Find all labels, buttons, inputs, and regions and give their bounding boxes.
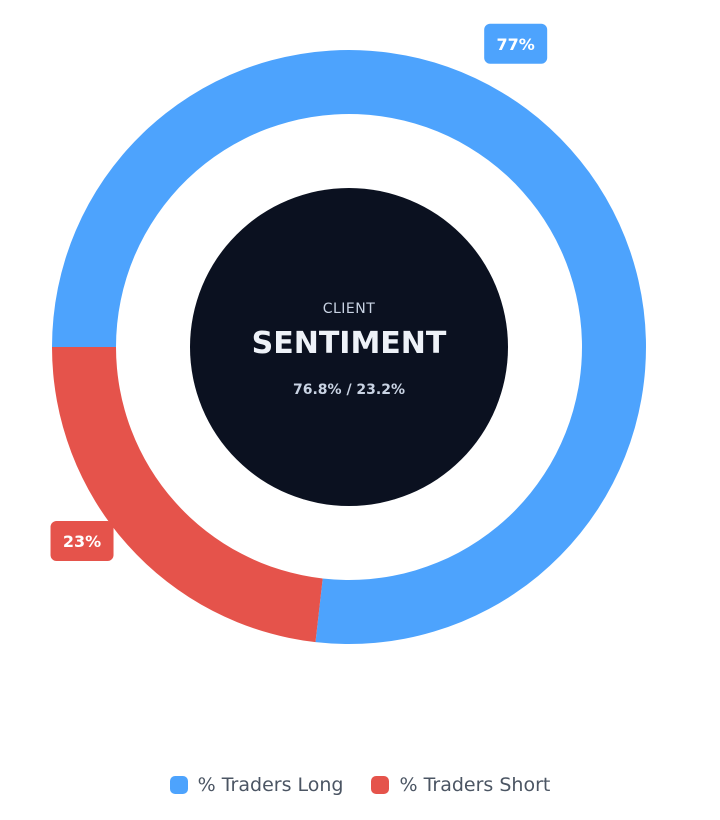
- data-label-badge: [50, 520, 114, 561]
- data-label-badge: [484, 23, 548, 64]
- legend-label-long: % Traders Long: [197, 774, 344, 796]
- data-label-long: 77%: [484, 23, 548, 64]
- data-label-text: 23%: [63, 532, 101, 551]
- legend-swatch-long: [169, 776, 188, 794]
- center-circle: [190, 188, 508, 506]
- center-subtitle: CLIENT: [323, 301, 376, 317]
- data-label-short: 23%: [50, 520, 114, 561]
- data-labels: 77% 23%: [50, 23, 548, 561]
- legend-swatch-short: [371, 776, 390, 794]
- legend: % Traders Long % Traders Short: [0, 774, 720, 796]
- legend-label-short: % Traders Short: [399, 774, 551, 796]
- data-label-text: 77%: [497, 35, 535, 54]
- donut-slices: [51, 49, 647, 644]
- legend-item-short[interactable]: % Traders Short: [371, 774, 550, 796]
- center-ratio: 76.8% / 23.2%: [293, 382, 405, 398]
- center-title: SENTIMENT: [252, 326, 447, 361]
- donut-slice-short[interactable]: [51, 347, 323, 643]
- legend-item-long[interactable]: % Traders Long: [169, 774, 344, 796]
